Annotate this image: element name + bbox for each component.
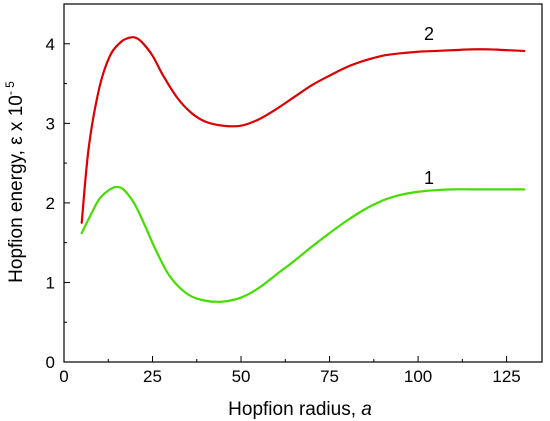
x-tick-label: 100 xyxy=(404,367,432,386)
y-tick-label: 0 xyxy=(46,353,55,372)
x-axis-title: Hopfion radius, a xyxy=(228,399,372,420)
x-ticks: 0 25 50 75 100 125 xyxy=(59,356,521,386)
x-axis-title-var: a xyxy=(361,399,372,420)
y-axis-title-exponent: - 5 xyxy=(3,81,17,95)
x-tick-label: 50 xyxy=(232,367,251,386)
series-lines xyxy=(80,36,526,303)
plot-frame xyxy=(63,3,543,363)
y-ticks: 0 1 2 3 4 xyxy=(46,35,70,372)
series-label-2: 2 xyxy=(424,24,434,44)
x-tick-label: 25 xyxy=(143,367,162,386)
y-tick-label: 2 xyxy=(46,194,55,213)
y-axis-title-text: Hopfion energy, ε x 10 xyxy=(6,95,27,283)
y-axis-title: Hopfion energy, ε x 10- 5 xyxy=(3,81,27,283)
x-tick-label: 0 xyxy=(59,367,68,386)
series-line-2 xyxy=(80,36,526,224)
x-tick-label: 125 xyxy=(492,367,520,386)
x-axis-title-text: Hopfion radius, xyxy=(228,399,361,420)
y-tick-label: 3 xyxy=(46,114,55,133)
series-label-1: 1 xyxy=(424,168,434,188)
y-tick-label: 4 xyxy=(46,35,55,54)
series-line-1 xyxy=(80,185,526,303)
y-tick-label: 1 xyxy=(46,273,55,292)
x-tick-label: 75 xyxy=(320,367,339,386)
